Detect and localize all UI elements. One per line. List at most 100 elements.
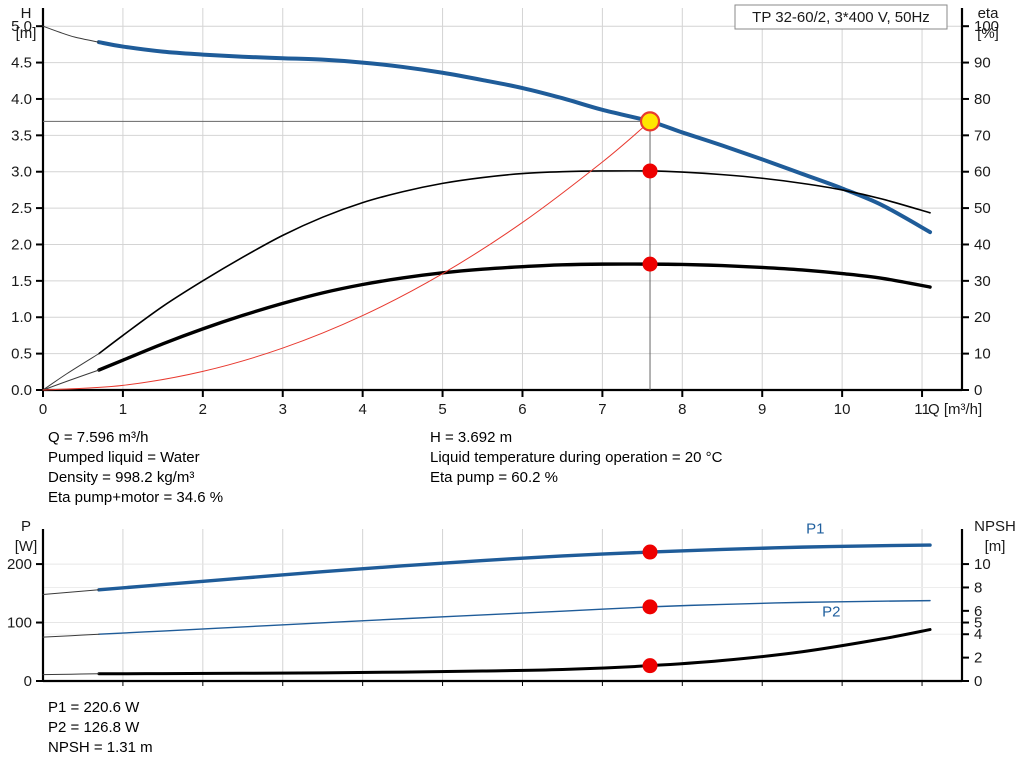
power-npsh-chart[interactable]: 0 100 200 0 2 456 8 10 P [W] NPSH [m] P1 P2 [0,515,1024,700]
y-axis-unit: [m] [16,25,37,42]
x-tick-label: 3 [279,401,287,418]
y2-tick-label: 30 [974,273,991,290]
p2-label: P2 [822,604,840,621]
y2-tick-label: 50 [974,200,991,217]
duty-point[interactable] [639,111,661,132]
y-axis-title: H [21,5,32,22]
curve-p1 [97,543,932,592]
y2-tick-label: 4 [974,626,982,643]
curve-h-extrapolated [42,25,100,43]
power-info-line-3: NPSH = 1.31 m [48,739,153,756]
y2-tick-label: 0 [974,382,982,399]
x-tick-label: 7 [598,401,606,418]
x-axis-ticks [122,681,923,686]
curve-labels: P1 P2 [806,521,840,621]
chart-title: TP 32-60/2, 3*400 V, 50Hz [752,9,930,26]
markers[interactable] [639,111,661,272]
y-tick-label: 100 [7,615,32,632]
x-tick-label: 6 [518,401,526,418]
x-tick-label: 1 [119,401,127,418]
y2-tick-label: 70 [974,127,991,144]
p2-duty-point[interactable] [642,599,658,615]
curve-p2-extrapolated [42,633,100,638]
curve-eta-pump-motor [97,262,932,372]
grid-lines [43,529,962,681]
head-efficiency-chart[interactable]: 0.00.51.01.52.02.53.03.54.04.55.00102030… [0,0,1024,420]
y2-tick-label: 10 [974,346,991,363]
y-axis-right-ticks: 0 2 456 8 10 [962,556,991,690]
x-tick-label: 9 [758,401,766,418]
curve-eta-motor-extrapolated [42,369,100,391]
x-tick-label: 10 [834,401,851,418]
axis-titles: P [W] NPSH [m] [15,518,1016,555]
duty-info-right-line-3: Eta pump = 60.2 % [430,469,558,486]
duty-info-left-line-1: Q = 7.596 m³/h [48,429,149,446]
y-axis-right-ticks: 0 10 20 30 40 50 60 70 80 90 100 [962,18,999,399]
curve-system-curve [42,120,651,391]
grid-lines [43,8,962,390]
x-tick-label: 11 [914,401,930,418]
eta-pump-motor-point[interactable] [642,256,658,272]
y2-tick-label: 5 [974,615,982,632]
curve-eta-pump [98,170,931,355]
duty-info-right-line-2: Liquid temperature during operation = 20… [430,449,723,466]
duty-info-right-line-1: H = 3.692 m [430,429,513,446]
x-tick-label: 0 [39,401,47,418]
x-axis-title: Q [m³/h] [928,401,982,418]
y-tick-label: 4.0 [11,91,32,108]
y-tick-label: 0.5 [11,346,32,363]
power-info-line-1: P1 = 220.6 W [48,699,140,716]
y-tick-label: 2.5 [11,200,32,217]
duty-info-left-line-2: Pumped liquid = Water [48,449,200,466]
y-tick-label: 1.0 [11,309,32,326]
y2-axis-title: eta [978,5,1000,22]
curve-p1-extrapolated [42,589,100,595]
y2-tick-label: 20 [974,309,991,326]
y-tick-label: 200 [7,556,32,573]
y2-tick-label: 10 [974,556,991,573]
y-axis-left-ticks: 0 100 200 [7,556,43,690]
power-info: P1 = 220.6 W P2 = 126.8 W NPSH = 1.31 m [48,698,153,758]
curves [42,543,932,676]
curve-npsh [97,628,932,676]
y2-tick-label: 90 [974,55,991,72]
y-tick-label: 3.0 [11,164,32,181]
markers[interactable] [642,544,658,674]
y2-tick-label: 60 [974,164,991,181]
y2-tick-label: 8 [974,579,982,596]
axis-titles: H [m] eta [%] Q [m³/h] [16,5,1000,418]
y-tick-label: 0.0 [11,382,32,399]
duty-point-guides [43,120,651,390]
y2-tick-label: 100 [974,18,999,35]
npsh-duty-point[interactable] [642,658,658,674]
y-axis-unit: [W] [15,538,38,555]
p1-duty-point[interactable] [642,544,658,560]
y-tick-label: 2.0 [11,236,32,253]
duty-info-left-line-4: Eta pump+motor = 34.6 % [48,489,224,506]
curve-npsh-extrapolated [42,673,100,676]
y2-axis-title: NPSH [974,518,1016,535]
x-tick-label: 2 [199,401,207,418]
duty-info-left-line-3: Density = 998.2 kg/m³ [48,469,195,486]
power-info-line-2: P2 = 126.8 W [48,719,140,736]
p1-label: P1 [806,521,824,538]
axes [41,529,964,683]
axes [41,8,964,392]
y-axis-left-ticks: 0.0 0.5 1.0 1.5 2.0 2.5 3.0 3.5 4.0 4.5 5.0 [11,18,43,399]
y-tick-label: 4.5 [11,55,32,72]
y2-tick-label: 6 [974,603,982,620]
curve-h-head- [96,40,933,235]
y2-axis-unit: [m] [985,538,1006,555]
x-tick-label: 4 [358,401,366,418]
y-tick-label: 3.5 [11,127,32,144]
x-axis-ticks: 0 1 2 3 4 5 6 7 8 9 10 11 [39,390,930,418]
eta-pump-point[interactable] [642,163,658,179]
y2-tick-label: 80 [974,91,991,108]
duty-point-info-left: Q = 7.596 m³/h Pumped liquid = Water Densi… [48,428,223,508]
y2-tick-label: 2 [974,650,982,667]
y-tick-label: 0 [24,673,32,690]
x-tick-label: 5 [438,401,446,418]
y-axis-title: P [21,518,31,535]
title-box [734,4,948,30]
